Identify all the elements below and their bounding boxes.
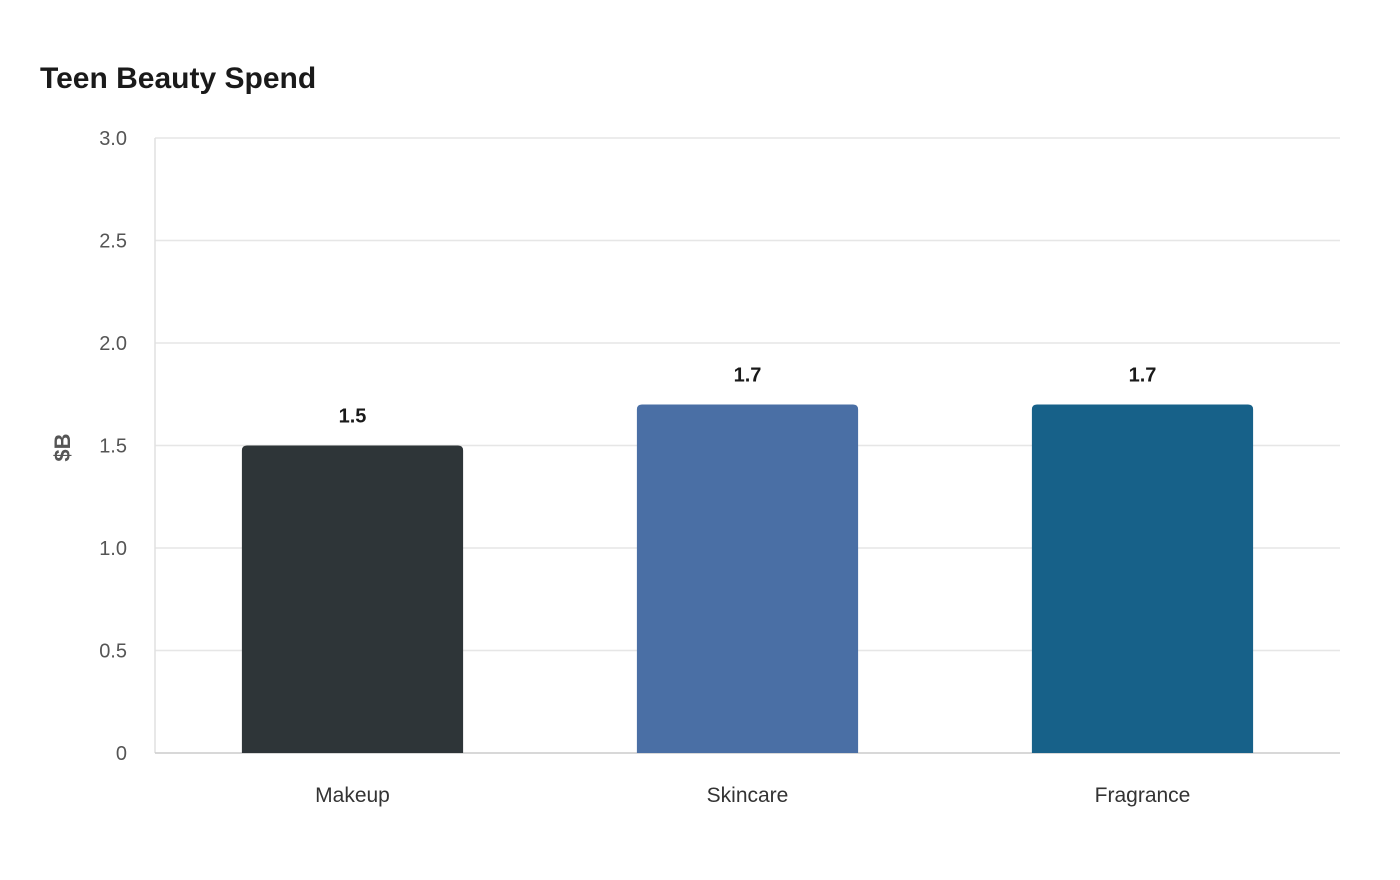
y-tick-label: 3.0: [99, 128, 127, 150]
bar-value-label: 1.5: [339, 406, 367, 428]
x-category-label: Makeup: [315, 784, 390, 807]
y-tick-label: 1.5: [99, 436, 127, 458]
bar-skincare: [636, 404, 859, 753]
bar-makeup: [241, 445, 464, 753]
value-labels: 1.5 1.7 1.7: [339, 365, 1157, 428]
y-tick-labels: 0 0.5 1.0 1.5 2.0 2.5 3.0: [99, 128, 127, 765]
bar-value-label: 1.7: [1129, 365, 1157, 387]
y-tick-label: 2.5: [99, 231, 127, 253]
x-category-label: Skincare: [707, 784, 789, 807]
y-tick-label: 1.0: [99, 538, 127, 560]
y-axis-title: $B: [50, 433, 75, 461]
x-category-label: Fragrance: [1095, 784, 1191, 807]
bar-fragrance: [1031, 404, 1254, 753]
y-tick-label: 2.0: [99, 333, 127, 355]
bar-value-label: 1.7: [734, 365, 762, 387]
chart-title: Teen Beauty Spend: [40, 62, 317, 95]
y-tick-label: 0.5: [99, 641, 127, 663]
category-labels: Makeup Skincare Fragrance: [315, 784, 1190, 807]
y-tick-label: 0: [116, 743, 127, 765]
bars: [241, 404, 1254, 753]
